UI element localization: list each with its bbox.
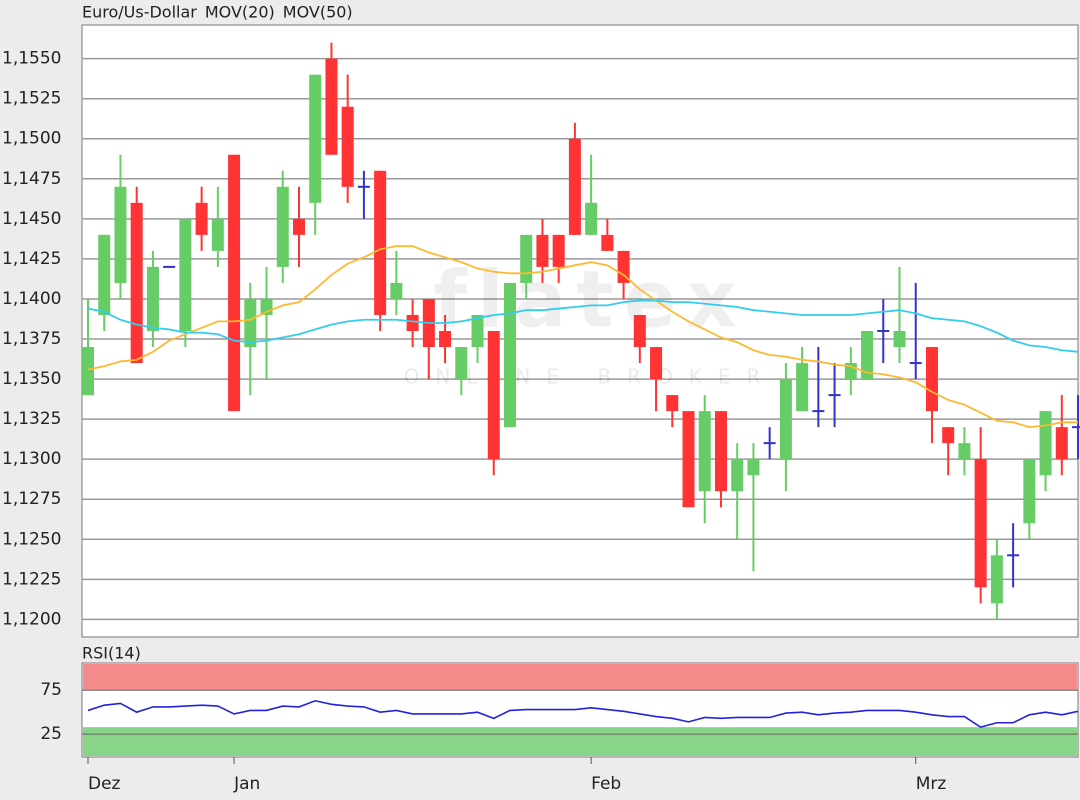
y-tick-label: 1,1525 — [2, 89, 61, 109]
candle-body — [487, 331, 500, 460]
candle-body — [341, 106, 354, 187]
y-tick-label: 75 — [40, 680, 62, 700]
candle-body — [925, 347, 938, 412]
candle-body — [601, 234, 614, 251]
rsi-line — [87, 699, 1079, 728]
candle-body — [568, 138, 581, 235]
candle-body — [244, 298, 257, 348]
candle-body — [552, 234, 565, 267]
candle-body — [309, 74, 322, 203]
x-tick-label: Feb — [591, 774, 621, 794]
candle-body — [211, 218, 224, 251]
y-tick-label: 1,1500 — [2, 129, 61, 149]
candle-body — [228, 154, 241, 412]
y-tick-label: 1,1425 — [2, 249, 61, 269]
candle-body — [130, 202, 143, 364]
y-tick-label: 1,1350 — [2, 369, 61, 389]
y-tick-label: 1,1325 — [2, 409, 61, 429]
x-tick-label: Mrz — [916, 774, 947, 794]
candle-body — [666, 395, 679, 412]
candle-body — [82, 347, 94, 396]
candle-body — [503, 282, 516, 428]
candle-body — [455, 347, 468, 380]
candle-body — [471, 314, 484, 348]
candle-body — [146, 266, 159, 331]
candle-body — [617, 250, 630, 283]
candle-body — [1039, 411, 1052, 476]
candle-body — [1055, 427, 1068, 460]
candle-body — [292, 218, 305, 235]
legend-label: MOV(50) — [283, 3, 353, 22]
candle-body — [861, 331, 874, 380]
y-tick-label: 1,1200 — [2, 609, 61, 629]
candle-body — [325, 58, 338, 155]
y-tick-label: 1,1300 — [2, 449, 61, 469]
candle-body — [698, 411, 711, 492]
legend-label: MOV(20) — [205, 3, 275, 22]
candle-body — [585, 202, 598, 235]
y-tick-label: 1,1250 — [2, 529, 61, 549]
candle-body — [633, 314, 646, 348]
y-tick-label: 1,1275 — [2, 489, 61, 509]
candle-body — [114, 186, 127, 283]
y-tick-label: 1,1450 — [2, 209, 61, 229]
candle-body — [650, 347, 663, 380]
candle-body — [747, 459, 760, 476]
legend-label: Euro/Us-Dollar — [82, 3, 197, 22]
x-tick-label: Dez — [88, 774, 121, 794]
candle-body — [714, 411, 727, 492]
chart-layer: 1,1200 1,1225 1,1250 1,1275 1,1300 1,1325 1,13… — [2, 3, 1080, 794]
candle-body — [406, 314, 419, 331]
candle-body — [520, 234, 533, 283]
candle-body — [1023, 459, 1036, 524]
oversold-band — [83, 727, 1077, 756]
y-tick-label: 25 — [40, 724, 62, 744]
overbought-band — [83, 664, 1077, 691]
moving-average-line — [87, 299, 1079, 353]
candle-body — [374, 170, 387, 315]
candle-body — [974, 459, 987, 588]
y-tick-label: 1,1225 — [2, 569, 61, 589]
y-tick-label: 1,1475 — [2, 169, 61, 189]
candle-body — [390, 282, 403, 299]
x-tick-label: Jan — [233, 774, 260, 794]
candle-body — [779, 379, 792, 460]
moving-average-line — [87, 245, 1079, 429]
candle-body — [536, 234, 549, 267]
candle-body — [439, 331, 452, 348]
candle-body — [276, 186, 289, 267]
candle-body — [796, 363, 809, 412]
rsi-label: RSI(14) — [82, 644, 141, 663]
candle-body — [195, 202, 208, 235]
y-tick-label: 1,1550 — [2, 49, 61, 69]
candle-body — [98, 234, 111, 315]
y-tick-label: 1,1375 — [2, 329, 61, 349]
candle-body — [179, 218, 192, 331]
candle-body — [958, 443, 971, 460]
candle-body — [682, 411, 695, 508]
candle-body — [893, 331, 906, 348]
candle-body — [731, 459, 744, 492]
y-tick-label: 1,1400 — [2, 289, 61, 309]
candle-body — [942, 427, 955, 444]
candle-body — [990, 555, 1003, 604]
